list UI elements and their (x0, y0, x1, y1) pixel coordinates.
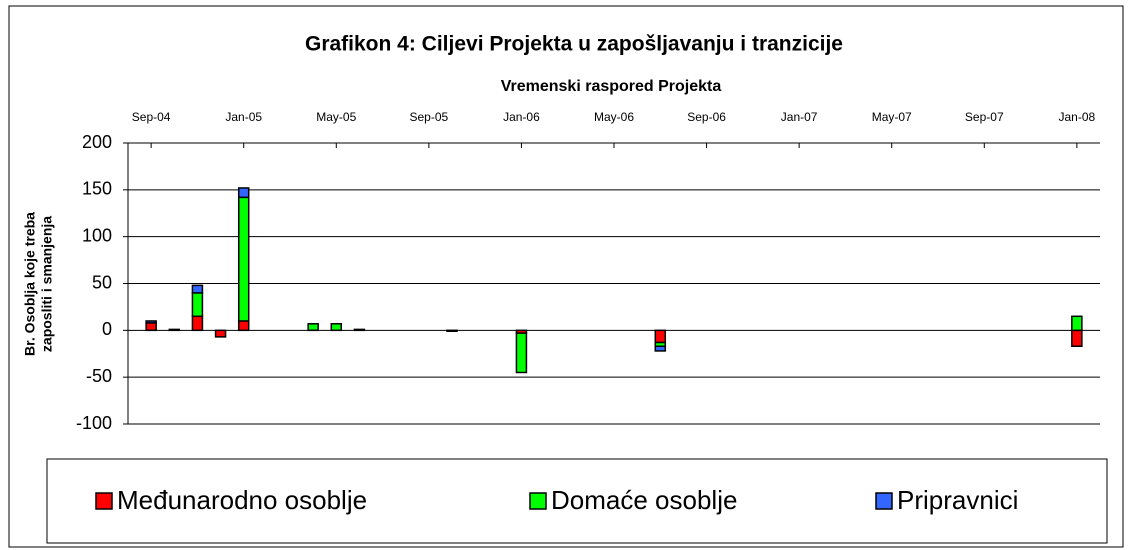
x-tick-label: Jan-07 (781, 110, 818, 124)
bar-segment (191, 292, 204, 318)
x-tick-label: Sep-07 (965, 110, 1004, 124)
legend (46, 458, 1108, 544)
x-tick-label: Sep-06 (687, 110, 726, 124)
chart-title: Grafikon 4: Ciljevi Projekta u zapošljav… (305, 33, 843, 56)
x-tick-label: May-06 (594, 110, 634, 124)
y-axis-title: Br. Osoblja koje treba (22, 212, 38, 356)
y-tick-label: 0 (102, 319, 112, 339)
y-tick-label: -100 (76, 413, 112, 433)
bar-segment (145, 322, 157, 332)
bar-segment (237, 187, 250, 199)
chart-frame (8, 5, 1124, 548)
legend-label: Domaće osoblje (551, 485, 737, 515)
y-tick-label: 50 (92, 272, 112, 292)
legend-swatch (529, 492, 547, 510)
x-tick-label: Sep-04 (132, 110, 171, 124)
x-axis-title: Vremenski raspored Projekta (501, 78, 722, 95)
bar-segment (307, 323, 319, 332)
bar-segment (191, 284, 204, 294)
y-axis-title: zaposliti i smanjenja (39, 216, 55, 352)
bar-segment (237, 320, 250, 332)
legend-label: Međunarodno osoblje (117, 485, 367, 515)
bar-segment (654, 329, 667, 344)
y-tick-label: 100 (82, 225, 112, 245)
x-tick-label: Jan-05 (225, 110, 262, 124)
bar-segment (654, 345, 667, 352)
x-tick-label: Jan-06 (503, 110, 540, 124)
x-tick-label: May-05 (316, 110, 356, 124)
y-tick-label: 150 (82, 179, 112, 199)
bar-segment (168, 328, 181, 332)
bar-segment (1071, 315, 1083, 332)
bar-segment (515, 332, 528, 374)
legend-swatch (95, 492, 113, 510)
bar-segment (330, 323, 343, 332)
legend-swatch (875, 492, 893, 510)
x-tick-label: May-07 (872, 110, 912, 124)
x-tick-label: Sep-05 (410, 110, 449, 124)
x-tick-label: Jan-08 (1059, 110, 1096, 124)
bar-segment (237, 196, 250, 322)
legend-label: Pripravnici (897, 485, 1018, 515)
bar-segment (446, 329, 458, 333)
bar-segment (1071, 329, 1083, 348)
bar-segment (145, 320, 157, 324)
bar-segment (191, 315, 204, 332)
bar-segment (214, 329, 227, 338)
bar-segment (353, 328, 366, 332)
y-tick-label: 200 (82, 132, 112, 152)
y-tick-label: -50 (86, 366, 112, 386)
